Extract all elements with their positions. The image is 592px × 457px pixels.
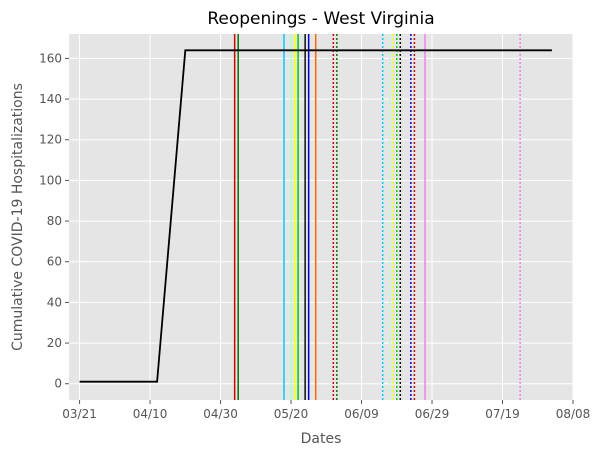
x-tick-label: 05/20 xyxy=(274,407,309,421)
y-tick-label: 140 xyxy=(39,92,62,106)
y-tick-label: 100 xyxy=(39,173,62,187)
x-tick-label: 08/08 xyxy=(556,407,591,421)
y-tick-label: 0 xyxy=(54,377,62,391)
y-tick-label: 120 xyxy=(39,133,62,147)
y-tick-label: 160 xyxy=(39,51,62,65)
y-axis-ticks: 0 20 40 60 80 100 120 140 160 xyxy=(39,51,69,390)
x-tick-label: 06/09 xyxy=(344,407,379,421)
y-tick-label: 40 xyxy=(47,295,62,309)
chart-title: Reopenings - West Virginia xyxy=(207,9,434,29)
x-axis-ticks: 03/21 04/10 04/30 05/20 06/09 06/29 07/19 08/08 xyxy=(62,400,590,421)
x-tick-label: 07/19 xyxy=(485,407,520,421)
x-tick-label: 04/10 xyxy=(133,407,168,421)
x-axis-label: Dates xyxy=(301,431,342,447)
y-axis-label: Cumulative COVID-19 Hospitalizations xyxy=(10,83,26,351)
x-tick-label: 04/30 xyxy=(203,407,238,421)
y-tick-label: 80 xyxy=(47,214,62,228)
y-tick-label: 60 xyxy=(47,255,62,269)
y-tick-label: 20 xyxy=(47,336,62,350)
x-tick-label: 03/21 xyxy=(62,407,97,421)
x-tick-label: 06/29 xyxy=(415,407,450,421)
plot-background xyxy=(69,34,573,400)
